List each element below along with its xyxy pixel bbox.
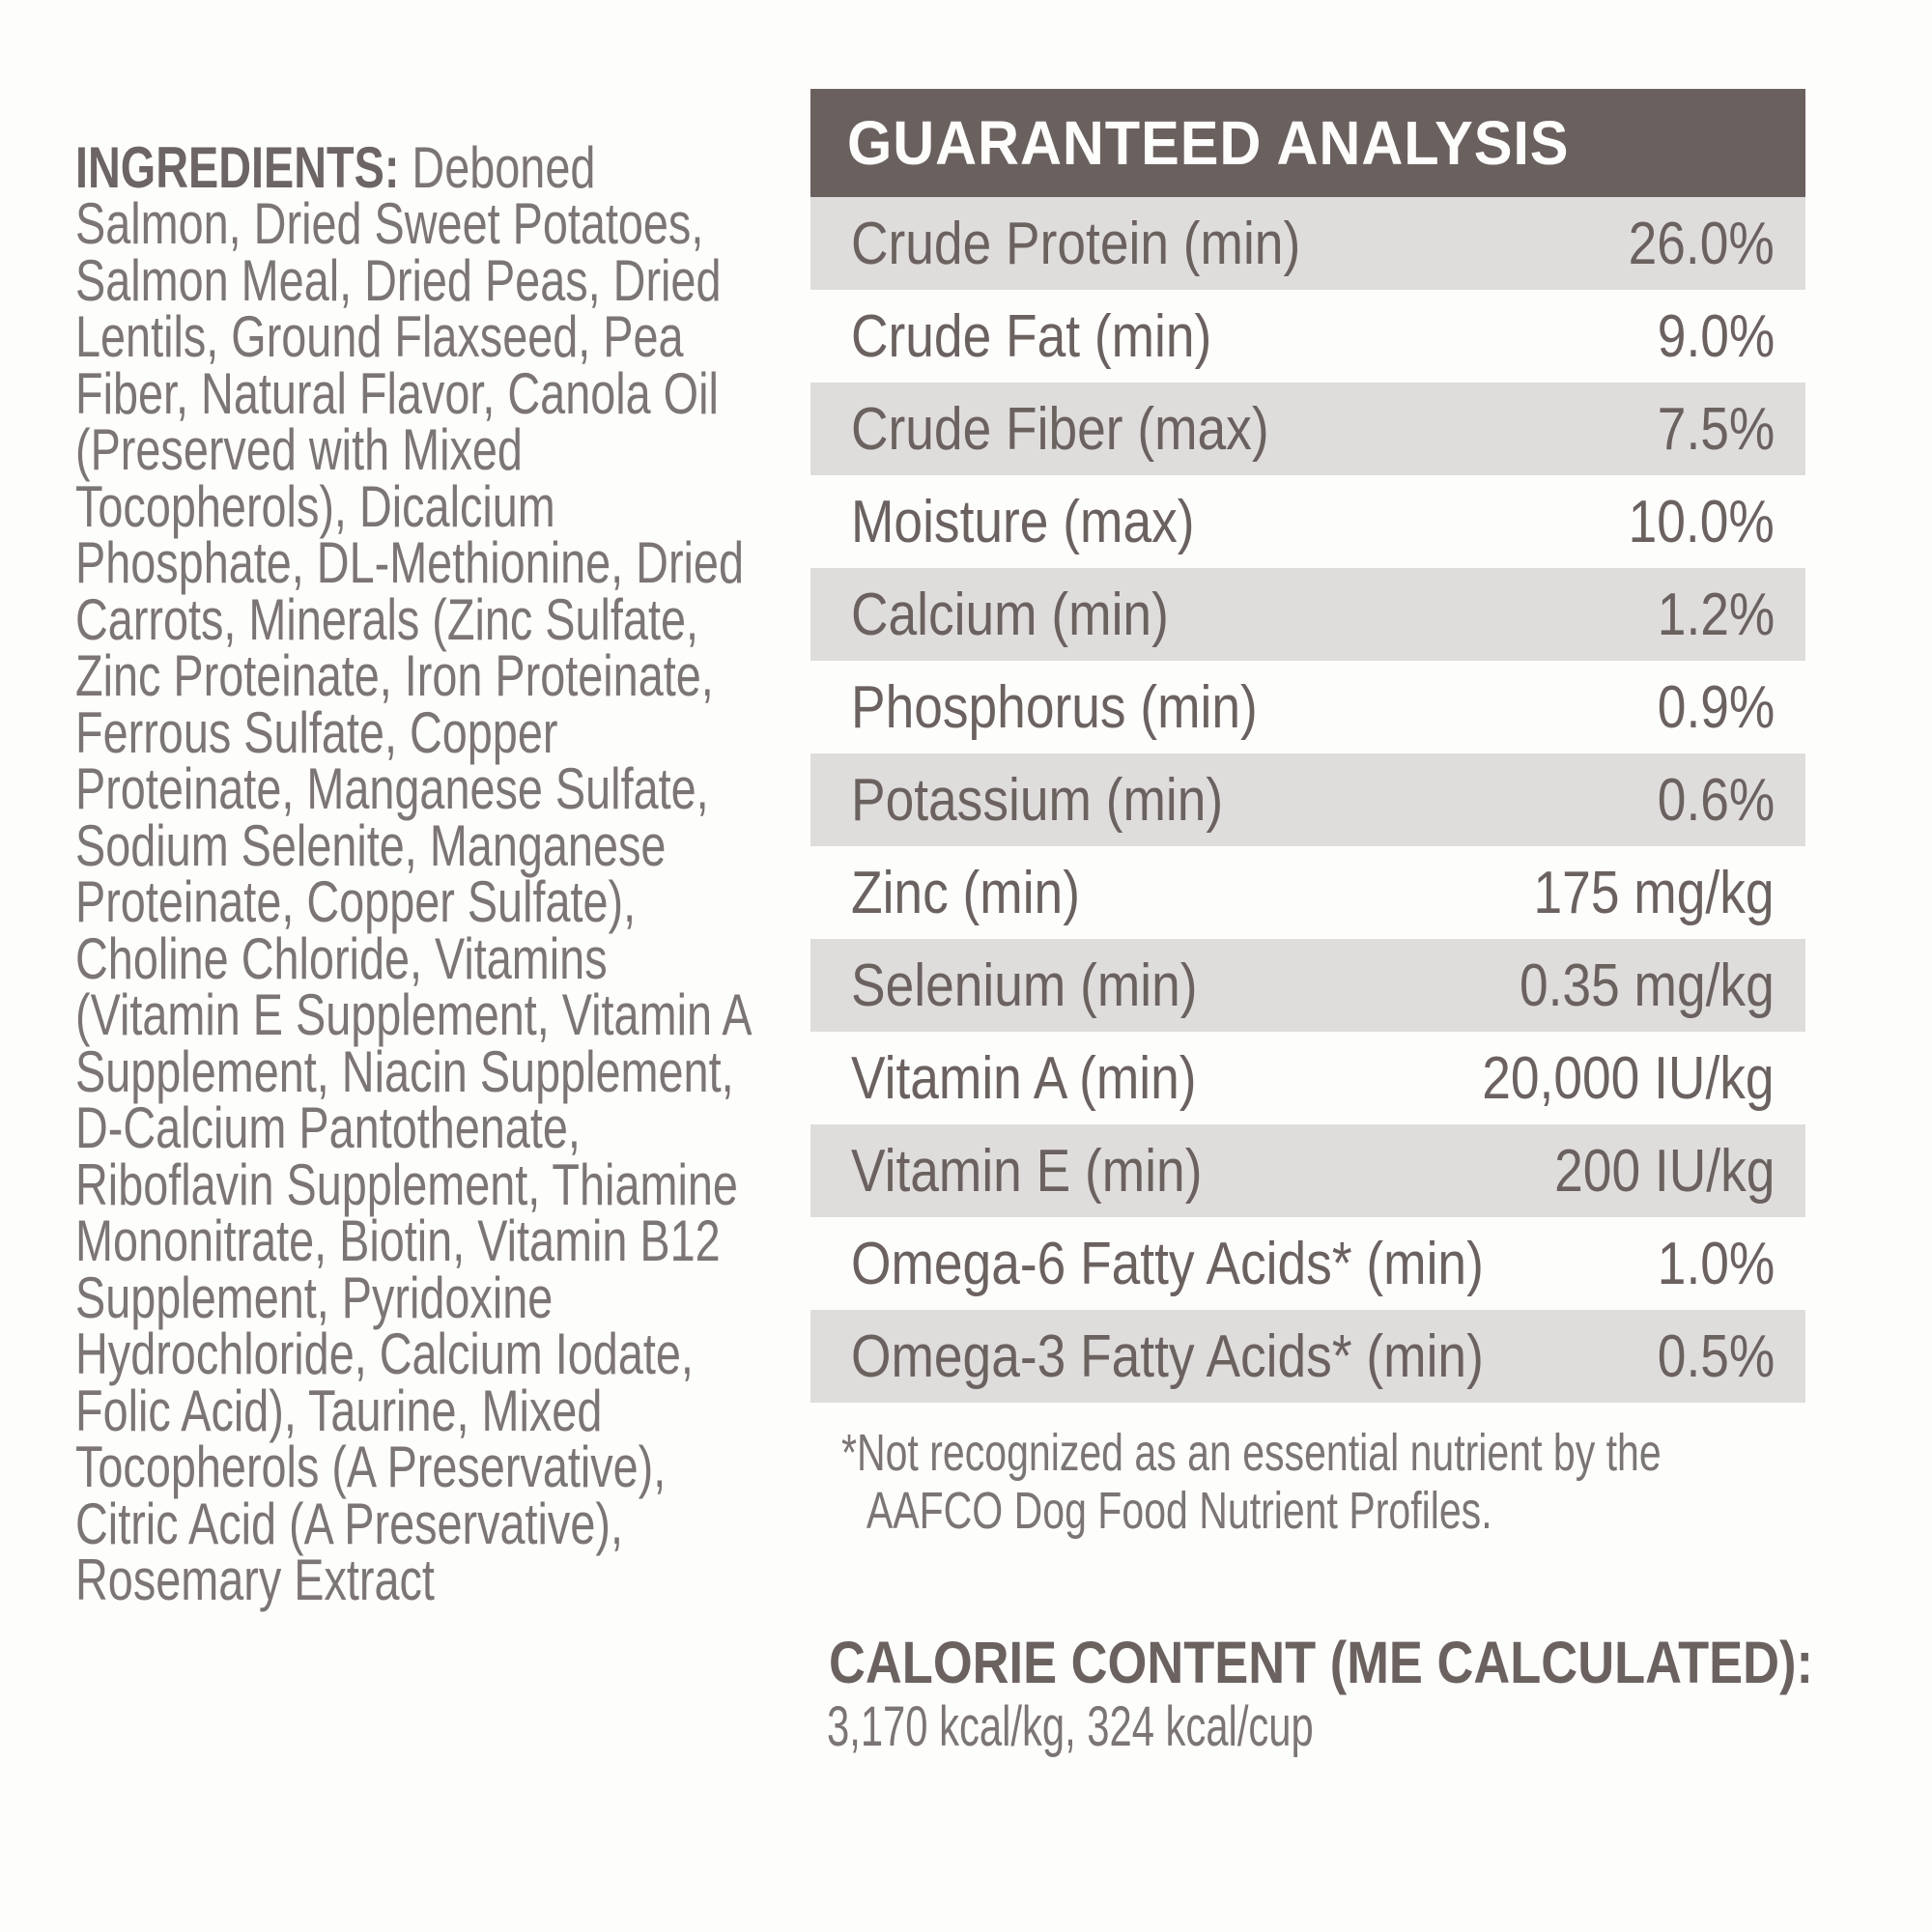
analysis-row: Zinc (min) 175 mg/kg [810,846,1805,939]
aafco-footnote: *Not recognized as an essential nutrient… [841,1424,1796,1540]
analysis-row-value: 0.5% [1657,1322,1775,1390]
guaranteed-analysis-title: GUARANTEED ANALYSIS [847,108,1570,178]
guaranteed-analysis-rows: Crude Protein (min) 26.0% Crude Fat (min) 9… [810,197,1805,1403]
analysis-row-label: Omega-6 Fatty Acids* (min) [851,1230,1484,1297]
analysis-row: Omega-3 Fatty Acids* (min) 0.5% [810,1310,1805,1403]
analysis-row: Selenium (min) 0.35 mg/kg [810,939,1805,1032]
analysis-row: Vitamin E (min) 200 IU/kg [810,1124,1805,1217]
analysis-row: Crude Fat (min) 9.0% [810,290,1805,383]
analysis-row-value: 9.0% [1657,302,1775,370]
analysis-row-label: Calcium (min) [851,581,1169,648]
analysis-row-value: 20,000 IU/kg [1482,1044,1775,1112]
footnote-line-1: *Not recognized as an essential nutrient… [841,1424,1662,1482]
footnote-line-2: AAFCO Dog Food Nutrient Profiles. [866,1482,1492,1540]
analysis-row: Omega-6 Fatty Acids* (min) 1.0% [810,1217,1805,1310]
analysis-row-value: 1.0% [1657,1230,1775,1297]
analysis-row: Phosphorus (min) 0.9% [810,661,1805,753]
ingredients-heading: INGREDIENTS: [75,134,400,200]
ingredients-text: Deboned Salmon, Dried Sweet Potatoes, Sa… [75,134,753,1612]
ingredients-section: INGREDIENTS: Deboned Salmon, Dried Sweet… [75,83,829,1609]
analysis-row: Potassium (min) 0.6% [810,753,1805,846]
analysis-row-label: Crude Fiber (max) [851,395,1269,463]
analysis-row-value: 0.9% [1657,673,1775,741]
analysis-row-value: 7.5% [1657,395,1775,463]
analysis-row-label: Omega-3 Fatty Acids* (min) [851,1322,1484,1390]
analysis-row-label: Potassium (min) [851,766,1224,834]
guaranteed-analysis-header: GUARANTEED ANALYSIS [810,89,1805,197]
calorie-content-values: 3,170 kcal/kg, 324 kcal/cup [827,1695,1314,1758]
analysis-row-label: Vitamin A (min) [851,1044,1197,1112]
analysis-row: Calcium (min) 1.2% [810,568,1805,661]
analysis-row: Moisture (max) 10.0% [810,475,1805,568]
analysis-row: Vitamin A (min) 20,000 IU/kg [810,1032,1805,1124]
analysis-row: Crude Fiber (max) 7.5% [810,383,1805,475]
calorie-content-heading: CALORIE CONTENT (ME CALCULATED): [829,1630,1813,1695]
guaranteed-analysis-panel: GUARANTEED ANALYSIS Crude Protein (min) 2… [810,89,1805,1403]
analysis-row-label: Vitamin E (min) [851,1137,1203,1205]
analysis-row-label: Moisture (max) [851,488,1195,555]
analysis-row-value: 0.6% [1657,766,1775,834]
analysis-row-value: 26.0% [1628,210,1775,277]
analysis-row-label: Zinc (min) [851,859,1080,926]
analysis-row-label: Crude Protein (min) [851,210,1301,277]
analysis-row-value: 175 mg/kg [1534,859,1775,926]
analysis-row-label: Crude Fat (min) [851,302,1212,370]
analysis-row-value: 200 IU/kg [1553,1137,1775,1205]
analysis-row: Crude Protein (min) 26.0% [810,197,1805,290]
analysis-row-value: 0.35 mg/kg [1520,952,1775,1019]
analysis-row-value: 1.2% [1657,581,1775,648]
analysis-row-label: Phosphorus (min) [851,673,1258,741]
analysis-row-value: 10.0% [1628,488,1775,555]
analysis-row-label: Selenium (min) [851,952,1198,1019]
